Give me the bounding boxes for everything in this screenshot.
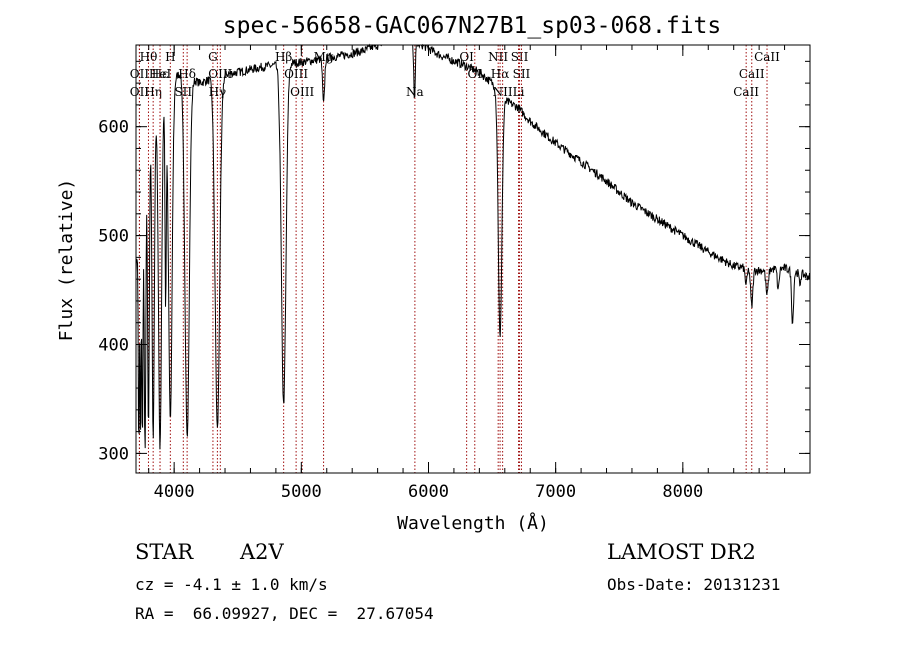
chart-title: spec-56658-GAC067N27B1_sp03-068.fits [223,13,722,39]
spectral-subclass: A2V [240,540,284,564]
y-axis: 300 400 500 600 [98,60,810,464]
reference-line-label: CaII [739,67,765,81]
x-tick-label: 7000 [535,482,576,502]
reference-line-label: NII [488,50,508,64]
spectrum-series [135,43,811,450]
y-tick-label: 400 [98,335,129,355]
reference-line-label: Hγ [209,85,227,99]
coordinates: RA = 66.09927, DEC = 27.67054 [135,604,434,623]
y-tick-label: 600 [98,118,129,138]
reference-line-label: Li [513,85,525,99]
reference-line-label: OIII [284,67,308,81]
reference-line-label: Hα [491,67,510,81]
x-tick-label: 4000 [154,482,195,502]
y-tick-label: 500 [98,227,129,247]
reference-line-label: OIII [290,85,314,99]
observation-date: Obs-Date: 20131231 [607,575,781,594]
reference-line-label: OI [467,67,482,81]
survey-name: LAMOST DR2 [607,540,756,564]
radial-velocity: cz = -4.1 ± 1.0 km/s [135,575,328,594]
reference-line-label: OII [130,67,150,81]
reference-line-label: NII [493,85,513,99]
reference-line-label: HeI [149,67,172,81]
reference-line-label: OIII [208,67,232,81]
reference-line-label: H [165,50,175,64]
x-tick-label: 8000 [662,482,703,502]
reference-line-label: Hδ [178,67,196,81]
reference-line-label: SII [174,85,192,99]
reference-line-label: CaII [754,50,780,64]
x-tick-label: 6000 [408,482,449,502]
reference-line-label: G [208,50,218,64]
reference-line-label: Hθ [140,50,158,64]
x-axis-label: Wavelength (Å) [397,512,549,534]
reference-line-label: Hβ [275,50,292,64]
x-axis: 4000 5000 6000 7000 8000 [148,45,786,502]
x-tick-label: 5000 [281,482,322,502]
plot-frame [135,44,811,474]
reference-line-label: SII [511,50,529,64]
reference-line-label: Hη [144,85,162,99]
reference-line-label: CaII [733,85,759,99]
reference-line-label: OI [459,50,474,64]
y-axis-label: Flux (relative) [56,179,77,342]
reference-line-label: SII [513,67,531,81]
object-type: STAR [135,540,194,564]
y-tick-label: 300 [98,444,129,464]
